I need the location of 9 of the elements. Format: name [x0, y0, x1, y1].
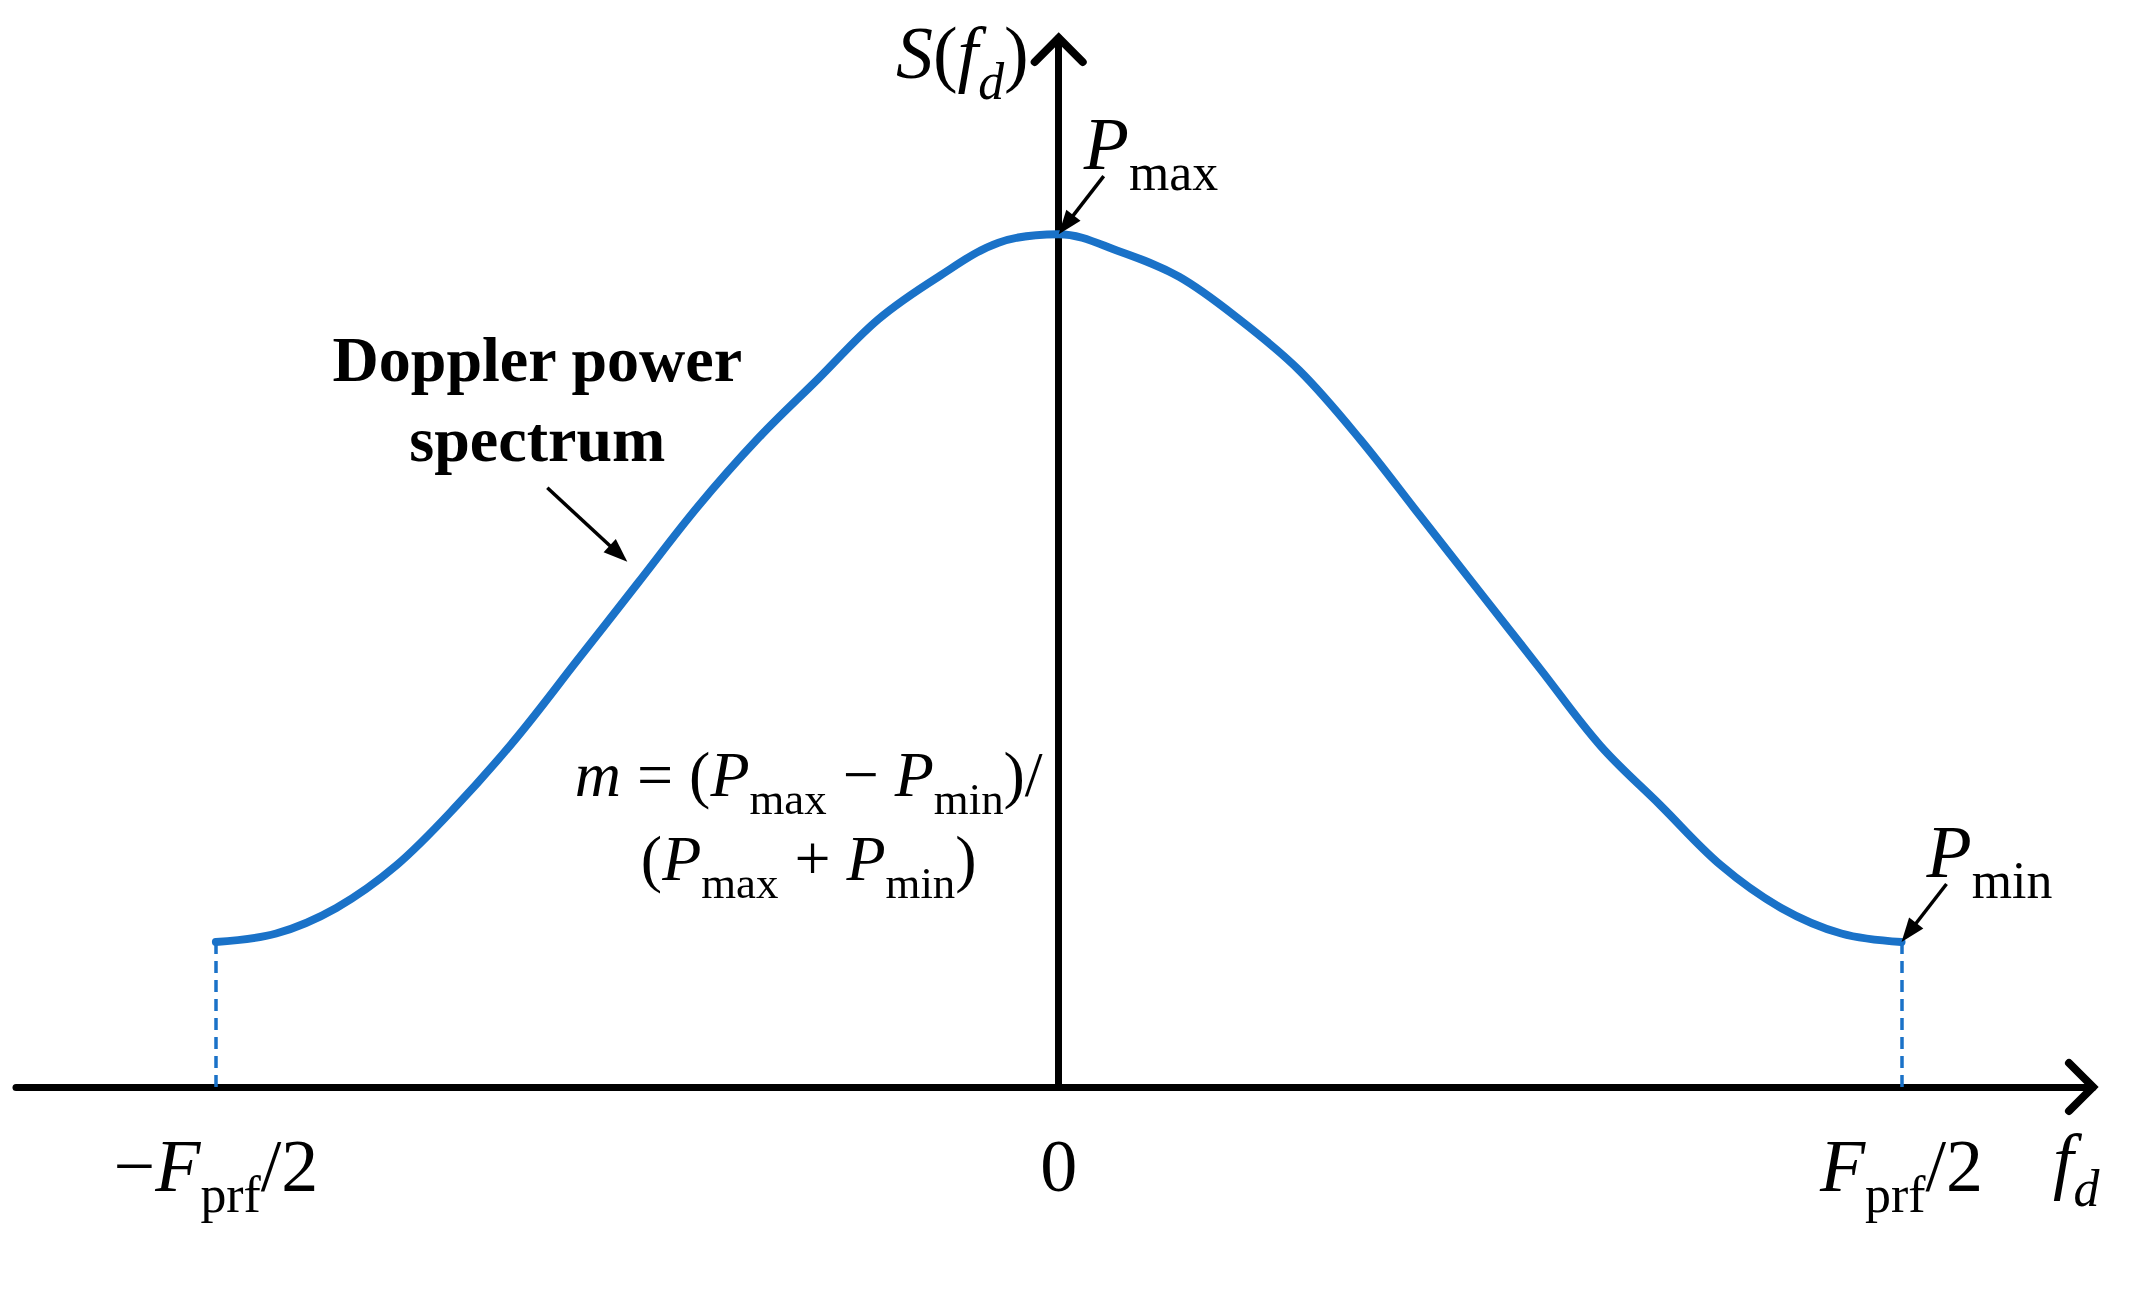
x-tick-label: 0 — [1040, 1125, 1078, 1207]
x-tick-label: −F$_{prf}$/2 — [113, 1125, 319, 1223]
x-axis-title: f$_{d}$ — [2053, 1119, 2100, 1217]
annotation: Doppler power spectrum — [331, 322, 744, 477]
x-tick-label: F$_{prf}$/2 — [1819, 1125, 1984, 1223]
y-axis-title: S(f$_{d}$) — [895, 12, 1029, 110]
annotation: P$_{max}$ — [1083, 103, 1219, 201]
annotation: P$_{min}$ — [1926, 811, 2053, 909]
text: m = (P$_{max}$ − P$_{min}$)/(P$_{max}$ + P$_{min}$) — [574, 739, 1043, 908]
